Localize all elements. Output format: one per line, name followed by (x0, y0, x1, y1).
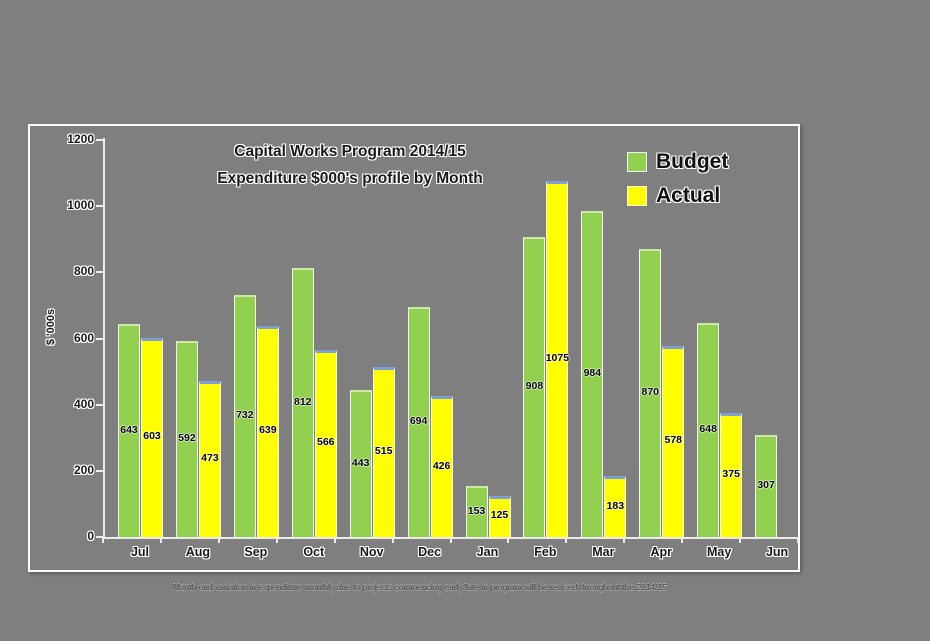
x-tick-mark (275, 537, 278, 543)
budget-bar-apr (639, 249, 662, 537)
actual-bar-dec (430, 396, 453, 537)
y-tick-label: 1000 (67, 198, 94, 213)
bar-value-label: 578 (664, 434, 683, 447)
chart-area: Capital Works Program 2014/15 Expenditur… (28, 124, 800, 572)
actual-bar-oct (314, 349, 337, 537)
y-tick-label: 0 (87, 529, 94, 543)
chart-title-line1: Capital Works Program 2014/15 (234, 143, 466, 160)
bar-value-label: 648 (699, 422, 717, 435)
budget-bar-mar (581, 211, 604, 537)
actual-bar-sep (256, 325, 279, 537)
x-tick-mark (507, 537, 510, 543)
x-tick-mark (159, 537, 162, 543)
month-label: Oct (303, 545, 325, 559)
x-tick-mark (217, 537, 220, 543)
x-tick-mark (623, 537, 626, 543)
x-tick-mark (102, 537, 104, 543)
budget-swatch-icon (627, 152, 647, 172)
y-axis-title: $ '000s (45, 308, 57, 346)
month-label: Feb (534, 545, 557, 559)
x-tick-mark (333, 537, 336, 543)
month-label: Jul (130, 545, 150, 559)
bar-value-label: 473 (201, 451, 219, 464)
bar-value-label: 603 (143, 430, 161, 443)
x-tick-mark (739, 537, 742, 543)
month-label: Apr (650, 545, 673, 559)
bar-value-label: 515 (374, 444, 393, 457)
actual-bar-jul (141, 337, 163, 537)
bar-value-label: 694 (409, 415, 428, 428)
y-tick-mark (96, 205, 103, 208)
legend-label-budget: Budget (656, 150, 729, 173)
chart-title-line2: Expenditure $000's profile by Month (217, 170, 483, 187)
y-tick-mark (96, 403, 103, 406)
legend-label-actual: Actual (656, 184, 721, 207)
budget-bar-feb (523, 236, 546, 537)
budget-bar-sep (233, 294, 256, 537)
bar-value-label: 984 (583, 367, 602, 380)
budget-bar-oct (291, 268, 314, 537)
month-label: Sep (244, 545, 268, 559)
actual-bar-apr (662, 345, 685, 537)
bar-value-label: 153 (467, 504, 486, 517)
x-tick-mark (391, 537, 394, 543)
y-tick-label: 200 (73, 462, 94, 477)
bar-value-label: 908 (525, 379, 544, 392)
x-tick-mark (797, 537, 799, 543)
bar-value-label: 812 (293, 395, 312, 408)
legend: Budget Actual (627, 150, 728, 208)
legend-item-actual: Actual (627, 184, 728, 208)
budget-bar-jul (118, 324, 140, 537)
bar-value-label: 732 (236, 408, 254, 421)
bar-value-label: 375 (722, 467, 740, 480)
month-label: Jan (476, 545, 499, 559)
actual-bar-nov (372, 366, 395, 537)
y-axis-line (103, 138, 105, 539)
bar-value-label: 125 (490, 509, 509, 522)
bar-value-label: 307 (757, 479, 775, 492)
budget-bar-aug (175, 341, 198, 537)
month-label: Aug (185, 545, 211, 559)
budget-bar-jan (465, 486, 488, 537)
legend-item-budget: Budget (627, 150, 728, 174)
y-tick-label: 600 (73, 330, 94, 345)
actual-bar-jan (488, 495, 511, 537)
bar-value-label: 870 (641, 386, 660, 399)
chart-title: Capital Works Program 2014/15 Expenditur… (90, 138, 610, 192)
budget-bar-may (697, 322, 720, 537)
y-tick-mark (96, 271, 103, 274)
budget-bar-nov (349, 390, 372, 537)
month-label: Dec (418, 545, 442, 559)
month-label: May (706, 545, 732, 559)
bar-value-label: 592 (178, 432, 196, 445)
actual-swatch-icon (627, 186, 647, 206)
bar-value-label: 639 (259, 424, 277, 437)
bar-value-label: 426 (432, 459, 451, 472)
actual-bar-aug (198, 380, 221, 537)
bar-value-label: 1075 (545, 352, 570, 365)
bar-value-label: 183 (606, 499, 625, 512)
x-tick-mark (565, 537, 568, 543)
y-tick-mark (96, 139, 103, 141)
chart-footnote: Month end variation in expenditure month… (173, 583, 667, 592)
bar-value-label: 566 (316, 436, 335, 449)
bar-value-label: 443 (351, 456, 370, 469)
y-tick-mark (96, 469, 103, 472)
month-label: Jun (765, 545, 789, 559)
y-tick-mark (96, 536, 103, 538)
y-tick-mark (96, 337, 103, 340)
x-tick-mark (449, 537, 452, 543)
actual-bar-feb (546, 181, 569, 537)
actual-bar-may (720, 412, 743, 537)
budget-bar-dec (407, 307, 430, 537)
month-label: Nov (359, 545, 384, 559)
y-tick-label: 800 (73, 264, 94, 279)
y-tick-label: 1200 (67, 132, 94, 146)
x-tick-mark (681, 537, 684, 543)
y-tick-label: 400 (73, 396, 94, 411)
actual-bar-mar (604, 476, 627, 537)
budget-bar-jun (755, 435, 778, 537)
month-label: Mar (592, 545, 615, 559)
bar-value-label: 643 (120, 423, 138, 436)
